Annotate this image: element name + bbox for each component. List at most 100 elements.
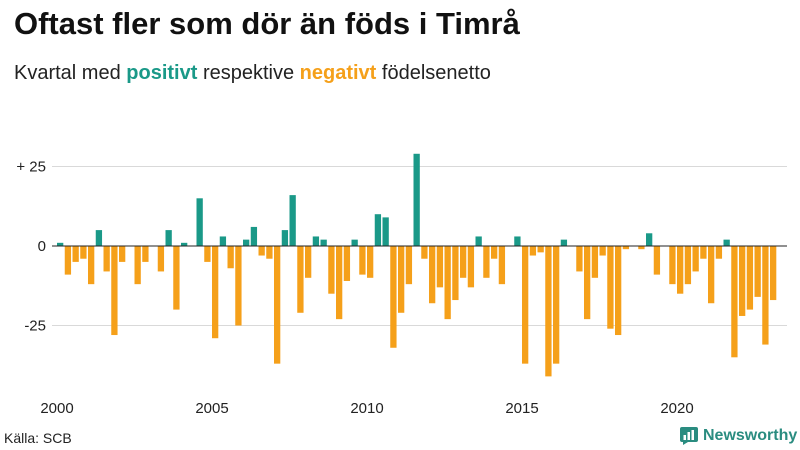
chart-title: Oftast fler som dör än föds i Timrå [14,6,520,41]
bar [491,246,498,259]
bar [119,246,126,262]
bar [498,246,506,285]
bar [398,246,405,313]
bar [320,239,327,246]
bar [351,239,358,246]
bar [103,246,110,272]
bar [157,246,165,272]
bar [653,246,661,275]
bar [677,246,684,294]
bar [467,246,475,288]
subtitle-prefix: Kvartal med [14,62,127,84]
bar [746,246,754,310]
x-tick-label: 2015 [505,400,538,417]
bar [165,230,172,246]
bar [692,246,699,272]
bar [196,198,203,246]
bar [436,246,444,288]
bar [545,246,552,377]
bar [266,246,273,259]
bar [243,239,250,246]
x-tick-label: 2020 [660,400,693,417]
bar [483,246,490,278]
bar [212,246,219,339]
x-tick-label: 2005 [195,400,228,417]
bar [250,226,258,246]
bar [281,230,289,246]
bar [328,246,335,294]
bar [142,246,149,262]
bar [731,246,738,358]
bar [715,246,723,259]
bar [336,246,343,320]
bar [367,246,374,278]
bar [669,246,676,285]
y-tick-label: + 25 [16,159,46,176]
bar [700,246,707,259]
bar [684,246,692,285]
bar [88,246,95,285]
bar [274,246,281,364]
y-tick-label: -25 [24,318,46,335]
bar [591,246,599,278]
bar [708,246,715,304]
bar [529,246,537,256]
bar [72,246,79,262]
bar [343,246,351,281]
subtitle-middle: respektive [197,62,300,84]
bar [444,246,451,320]
bar [305,246,312,278]
bar [638,246,645,250]
bar [405,246,413,285]
bar [584,246,591,320]
chart-subtitle: Kvartal med positivt respektive negativt… [14,62,491,85]
x-tick-label: 2010 [350,400,383,417]
bar [576,246,583,272]
bar-chart-icon [680,427,698,445]
bar [297,246,304,313]
bar [204,246,211,262]
bar [181,242,188,246]
bar [770,246,777,301]
bar [390,246,397,348]
bar [413,153,420,246]
subtitle-negative-word: negativt [299,62,377,84]
bar [374,214,382,246]
bar [739,246,746,316]
bar [560,239,568,246]
bar [359,246,366,275]
bar [312,236,320,246]
brand-name: Newsworthy [703,427,798,444]
bar [514,236,521,246]
bar [522,246,529,364]
bar [258,246,265,256]
bar [452,246,459,301]
bar [57,242,64,246]
bar [382,217,389,246]
source-note: Källa: SCB [4,430,72,446]
newsworthy-logo: Newsworthy [680,427,797,445]
subtitle-suffix: födelsenetto [376,62,491,84]
bar [475,236,482,246]
bar [111,246,118,336]
subtitle-positive-word: positivt [126,62,198,84]
bar [219,236,227,246]
bar [134,246,141,285]
bar [553,246,560,364]
x-tick-label: 2000 [40,400,73,417]
bar [173,246,180,310]
bar [227,246,234,269]
bar [460,246,467,278]
bar [235,246,242,326]
bar [646,233,653,246]
bar [537,246,544,253]
bar [64,246,72,275]
bar [615,246,622,336]
bar [622,246,630,250]
y-tick-label: 0 [38,238,46,255]
bar [95,230,103,246]
bar [754,246,761,297]
bar [599,246,606,256]
bar [421,246,428,259]
bar [607,246,614,329]
